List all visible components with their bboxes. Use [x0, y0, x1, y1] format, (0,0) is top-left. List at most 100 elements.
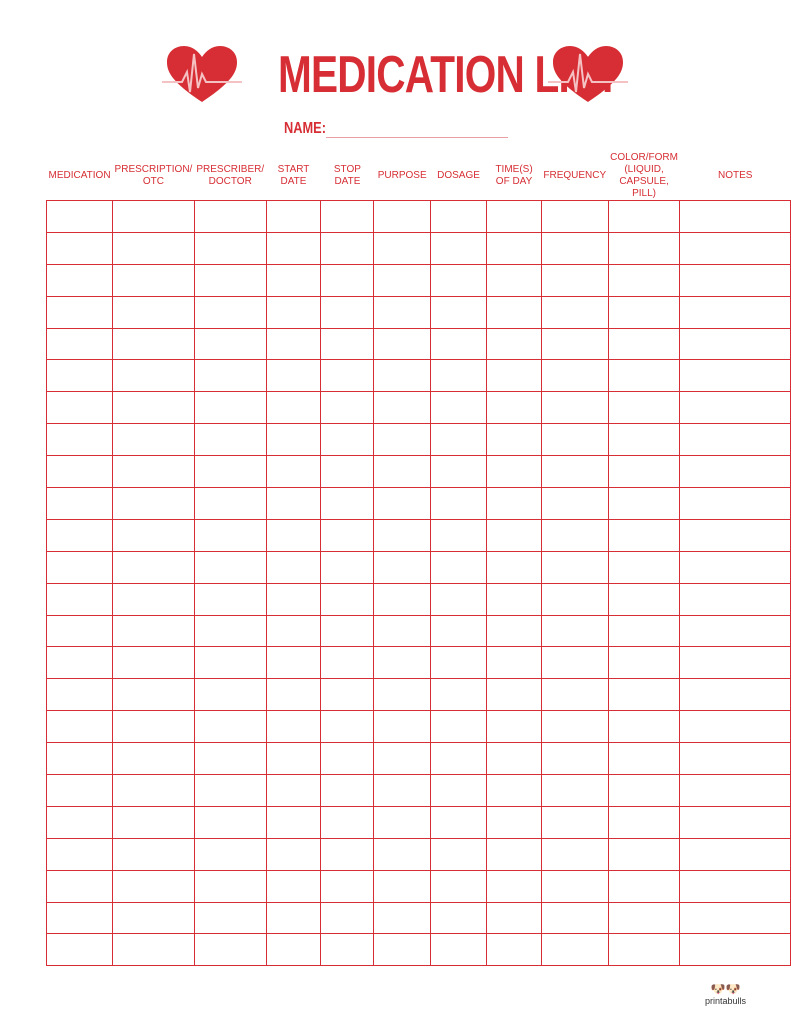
table-cell[interactable] — [607, 869, 681, 903]
table-cell[interactable] — [429, 933, 488, 967]
table-cell[interactable] — [540, 742, 609, 776]
table-cell[interactable] — [607, 805, 681, 839]
table-cell[interactable] — [193, 423, 267, 457]
table-cell[interactable] — [373, 295, 431, 329]
table-cell[interactable] — [45, 327, 114, 361]
table-cell[interactable] — [320, 359, 375, 393]
table-cell[interactable] — [265, 327, 322, 361]
table-cell[interactable] — [45, 550, 114, 584]
table-cell[interactable] — [540, 582, 609, 616]
table-cell[interactable] — [486, 614, 542, 648]
table-cell[interactable] — [112, 901, 195, 935]
table-cell[interactable] — [679, 423, 791, 457]
table-cell[interactable] — [193, 678, 267, 712]
table-cell[interactable] — [486, 837, 542, 871]
table-cell[interactable] — [373, 359, 431, 393]
table-cell[interactable] — [193, 455, 267, 489]
table-cell[interactable] — [486, 582, 542, 616]
table-cell[interactable] — [540, 391, 609, 425]
table-cell[interactable] — [112, 742, 195, 776]
table-cell[interactable] — [193, 742, 267, 776]
table-cell[interactable] — [193, 614, 267, 648]
table-cell[interactable] — [320, 837, 375, 871]
table-cell[interactable] — [373, 805, 431, 839]
table-cell[interactable] — [265, 487, 322, 520]
table-cell[interactable] — [540, 646, 609, 680]
table-cell[interactable] — [45, 933, 114, 967]
table-cell[interactable] — [193, 391, 267, 425]
table-cell[interactable] — [429, 582, 488, 616]
table-cell[interactable] — [265, 550, 322, 584]
table-cell[interactable] — [373, 901, 431, 935]
table-cell[interactable] — [373, 678, 431, 712]
table-cell[interactable] — [45, 678, 114, 712]
table-cell[interactable] — [373, 455, 431, 489]
table-cell[interactable] — [679, 295, 791, 329]
table-cell[interactable] — [265, 423, 322, 457]
table-cell[interactable] — [45, 869, 114, 903]
table-cell[interactable] — [540, 200, 609, 233]
table-cell[interactable] — [540, 518, 609, 552]
table-cell[interactable] — [486, 487, 542, 520]
table-cell[interactable] — [45, 391, 114, 425]
table-cell[interactable] — [486, 423, 542, 457]
table-cell[interactable] — [486, 805, 542, 839]
table-cell[interactable] — [112, 678, 195, 712]
table-cell[interactable] — [486, 359, 542, 393]
table-cell[interactable] — [193, 518, 267, 552]
table-cell[interactable] — [679, 678, 791, 712]
table-cell[interactable] — [320, 487, 375, 520]
table-cell[interactable] — [45, 487, 114, 520]
table-cell[interactable] — [112, 550, 195, 584]
table-cell[interactable] — [112, 455, 195, 489]
table-cell[interactable] — [486, 455, 542, 489]
table-cell[interactable] — [112, 423, 195, 457]
table-cell[interactable] — [112, 614, 195, 648]
table-cell[interactable] — [679, 710, 791, 744]
table-cell[interactable] — [540, 455, 609, 489]
table-cell[interactable] — [486, 518, 542, 552]
table-cell[interactable] — [320, 455, 375, 489]
table-cell[interactable] — [45, 582, 114, 616]
table-cell[interactable] — [265, 391, 322, 425]
table-cell[interactable] — [112, 933, 195, 967]
table-cell[interactable] — [607, 487, 681, 520]
table-cell[interactable] — [607, 901, 681, 935]
table-cell[interactable] — [112, 869, 195, 903]
table-cell[interactable] — [265, 933, 322, 967]
table-cell[interactable] — [679, 200, 791, 233]
table-cell[interactable] — [486, 901, 542, 935]
table-cell[interactable] — [429, 359, 488, 393]
table-cell[interactable] — [265, 263, 322, 297]
table-cell[interactable] — [265, 678, 322, 712]
table-cell[interactable] — [486, 231, 542, 265]
table-cell[interactable] — [486, 200, 542, 233]
table-cell[interactable] — [429, 646, 488, 680]
table-cell[interactable] — [320, 805, 375, 839]
table-cell[interactable] — [112, 837, 195, 871]
table-cell[interactable] — [679, 901, 791, 935]
table-cell[interactable] — [429, 455, 488, 489]
table-cell[interactable] — [679, 869, 791, 903]
table-cell[interactable] — [429, 295, 488, 329]
table-cell[interactable] — [373, 231, 431, 265]
table-cell[interactable] — [429, 518, 488, 552]
table-cell[interactable] — [679, 487, 791, 520]
table-cell[interactable] — [45, 359, 114, 393]
table-cell[interactable] — [373, 582, 431, 616]
table-cell[interactable] — [373, 774, 431, 807]
table-cell[interactable] — [265, 231, 322, 265]
table-cell[interactable] — [373, 487, 431, 520]
table-cell[interactable] — [320, 678, 375, 712]
table-cell[interactable] — [45, 837, 114, 871]
table-cell[interactable] — [112, 582, 195, 616]
table-cell[interactable] — [193, 710, 267, 744]
table-cell[interactable] — [540, 487, 609, 520]
table-cell[interactable] — [265, 359, 322, 393]
table-cell[interactable] — [540, 710, 609, 744]
table-cell[interactable] — [320, 327, 375, 361]
table-cell[interactable] — [607, 518, 681, 552]
table-cell[interactable] — [265, 518, 322, 552]
name-input-line[interactable] — [326, 121, 508, 138]
table-cell[interactable] — [540, 295, 609, 329]
